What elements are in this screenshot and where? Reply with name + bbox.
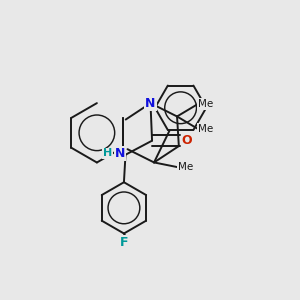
- Text: Me: Me: [178, 162, 193, 172]
- Text: O: O: [182, 134, 192, 147]
- Text: F: F: [120, 236, 128, 249]
- Text: H: H: [103, 148, 112, 158]
- Text: Me: Me: [197, 99, 213, 109]
- Text: N: N: [115, 147, 125, 160]
- Text: N: N: [145, 97, 156, 110]
- Text: Me: Me: [197, 124, 213, 134]
